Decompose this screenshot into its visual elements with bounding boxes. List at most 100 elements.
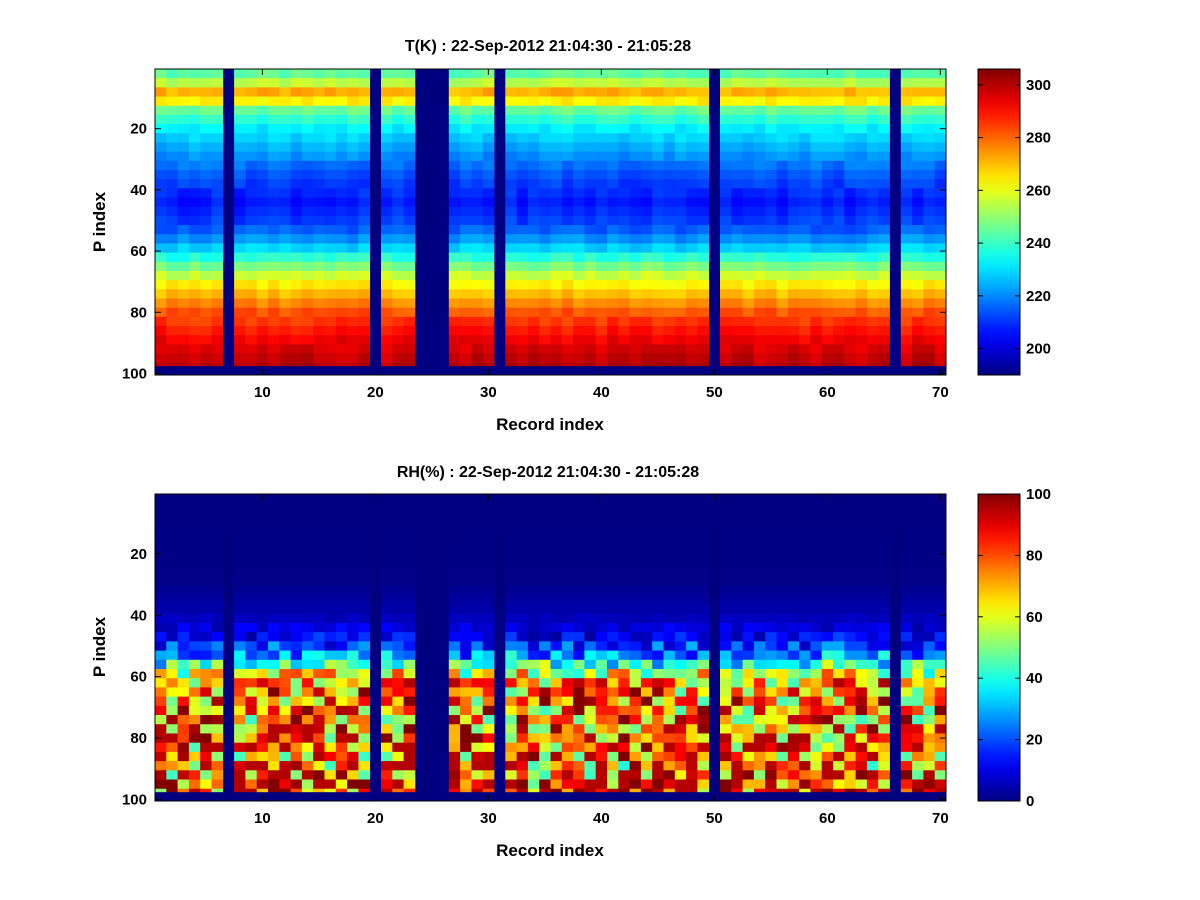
heatmap-cell — [844, 87, 856, 97]
heatmap-cell — [527, 650, 540, 661]
heatmap-cell — [912, 687, 924, 698]
heatmap-cell — [878, 96, 890, 107]
heatmap-record-67 — [900, 494, 913, 793]
heatmap-cell — [844, 261, 856, 272]
heatmap-cell — [573, 622, 585, 633]
heatmap-cell — [482, 659, 495, 670]
heatmap-cell — [347, 179, 359, 189]
heatmap-cell — [923, 335, 936, 345]
heatmap-cell — [742, 142, 755, 153]
heatmap-cell — [505, 234, 517, 244]
heatmap-cell — [753, 344, 766, 354]
heatmap-cell — [403, 335, 416, 345]
heatmap-cell — [256, 530, 269, 541]
heatmap-cell — [833, 788, 845, 793]
heatmap-record-49 — [697, 494, 710, 793]
heatmap-cell — [561, 567, 574, 578]
heatmap-cell — [912, 289, 924, 299]
heatmap-cell — [607, 289, 619, 299]
heatmap-cell — [810, 160, 823, 171]
heatmap-cell — [256, 576, 269, 587]
heatmap-cell — [256, 261, 269, 272]
heatmap-cell — [279, 252, 291, 263]
heatmap-cell — [335, 567, 348, 578]
heatmap-cell — [923, 124, 936, 134]
heatmap-cell — [561, 622, 574, 633]
heatmap-cell — [256, 742, 269, 753]
heatmap-record-12 — [279, 494, 291, 793]
heatmap-cell — [799, 261, 811, 272]
heatmap-cell — [900, 521, 913, 532]
heatmap-cell — [663, 613, 676, 624]
heatmap-cell — [810, 632, 823, 642]
heatmap-record-45 — [652, 494, 664, 793]
heatmap-cell — [527, 289, 540, 299]
heatmap-cell — [697, 540, 710, 550]
heatmap-cell — [245, 549, 258, 559]
heatmap-cell — [335, 668, 348, 679]
heatmap-cell — [324, 604, 337, 615]
heatmap-cell — [234, 503, 246, 513]
heatmap-cell — [505, 715, 517, 725]
heatmap-cell — [923, 494, 936, 504]
heatmap-cell — [900, 270, 913, 281]
heatmap-cell — [584, 668, 597, 679]
heatmap-cell — [279, 114, 291, 125]
heatmap-cell — [697, 494, 710, 504]
heatmap-cell — [855, 678, 868, 688]
heatmap-cell — [629, 124, 642, 134]
heatmap-cell — [776, 234, 789, 244]
heatmap-cell — [290, 179, 303, 189]
heatmap-cell — [878, 261, 890, 272]
heatmap-cell — [878, 289, 890, 299]
heatmap-cell — [188, 779, 201, 790]
heatmap-cell — [313, 335, 325, 345]
heatmap-cell — [686, 133, 698, 143]
heatmap-cell — [381, 215, 393, 226]
heatmap-cell — [753, 124, 766, 134]
heatmap-cell — [731, 622, 743, 633]
heatmap-record-34 — [527, 494, 540, 793]
heatmap-cell — [629, 733, 642, 744]
heatmap-cell — [799, 659, 811, 670]
heatmap-cell — [878, 770, 890, 780]
heatmap-cell — [912, 595, 924, 605]
heatmap-cell — [358, 289, 371, 299]
heatmap-cell — [516, 215, 529, 226]
heatmap-cell — [381, 270, 393, 281]
heatmap-cell — [753, 188, 766, 198]
heatmap-cell — [799, 179, 811, 189]
heatmap-cell — [234, 215, 246, 226]
heatmap-cell — [200, 668, 212, 679]
heatmap-cell — [584, 335, 597, 345]
heatmap-cell — [166, 96, 178, 107]
heatmap-cell — [731, 687, 743, 698]
heatmap-cell — [900, 326, 913, 336]
heatmap-cell — [787, 650, 800, 661]
heatmap-cell — [256, 151, 269, 162]
heatmap-cell — [482, 586, 495, 596]
heatmap-cell — [335, 96, 348, 107]
heatmap-cell — [821, 742, 834, 753]
colorbar-frame — [977, 68, 1021, 376]
heatmap-cell — [844, 668, 856, 679]
heatmap-cell — [245, 761, 258, 771]
heatmap-cell — [482, 124, 495, 134]
heatmap-cell — [527, 512, 540, 523]
heatmap-cell — [392, 751, 404, 762]
heatmap-cell — [166, 705, 178, 716]
heatmap-cell — [448, 105, 461, 116]
heatmap-cell — [686, 326, 698, 336]
heatmap-cell — [844, 353, 856, 364]
heatmap-cell — [279, 326, 291, 336]
heatmap-cell — [652, 770, 664, 780]
heatmap-cell — [855, 289, 868, 299]
heatmap-cell — [900, 751, 913, 762]
heatmap-cell — [561, 687, 574, 698]
heatmap-cell — [516, 540, 529, 550]
heatmap-cell — [448, 179, 461, 189]
heatmap-cell — [392, 197, 404, 208]
heatmap-cell — [313, 87, 325, 97]
heatmap-cell — [855, 87, 868, 97]
heatmap-cell — [742, 586, 755, 596]
